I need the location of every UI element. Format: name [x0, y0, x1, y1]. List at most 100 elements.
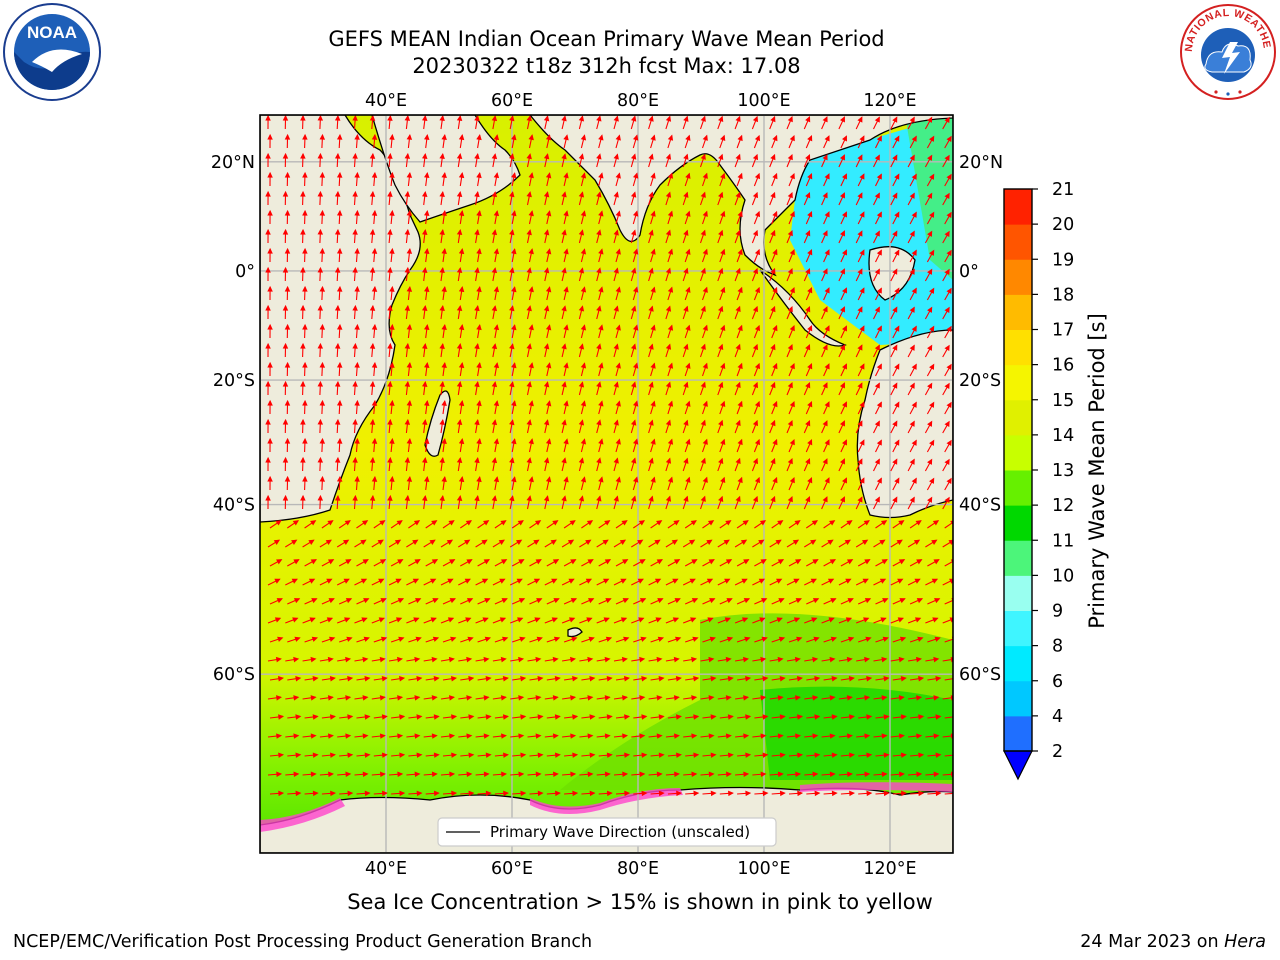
wave-arrow-head — [362, 733, 369, 739]
wave-arrow-head — [656, 520, 663, 526]
wave-arrow-head — [302, 399, 308, 406]
wave-arrow-head — [424, 171, 430, 178]
wave-arrow-head — [545, 400, 552, 407]
wave-arrow-head — [777, 733, 784, 739]
wave-arrow-head — [399, 714, 406, 720]
wave-arrow-head — [543, 381, 550, 388]
wave-arrow-head — [431, 520, 438, 526]
wave-arrow-head — [708, 656, 715, 663]
wave-arrow-head — [789, 324, 795, 332]
wave-arrow-head — [648, 267, 654, 274]
sea-ice-note-text: Sea Ice Concentration > 15% is shown in … — [347, 890, 933, 914]
wave-arrow-head — [362, 656, 369, 663]
wave-arrow-head — [265, 494, 271, 501]
wave-arrow — [944, 716, 953, 719]
wave-arrow-head — [362, 559, 369, 565]
wave-arrow-head — [422, 190, 428, 197]
wave-arrow-head — [474, 457, 480, 464]
wave-arrow-head — [300, 228, 306, 235]
wave-arrow-head — [404, 266, 411, 273]
wave-arrow-head — [933, 695, 940, 701]
wave-arrow-head — [334, 380, 341, 387]
wave-arrow-head — [458, 324, 465, 331]
wave-arrow-head — [352, 190, 358, 197]
legend-label: Primary Wave Direction (unscaled) — [490, 823, 750, 841]
wave-arrow-head — [728, 790, 734, 797]
wave-arrow-head — [829, 656, 836, 663]
wave-arrow-head — [354, 323, 360, 330]
wave-arrow-head — [927, 154, 933, 161]
wave-arrow-head — [387, 456, 393, 463]
wave-arrow-head — [630, 267, 637, 274]
wave-arrow-head — [831, 752, 838, 758]
wave-arrow-head — [319, 247, 326, 254]
wave-arrow-head — [346, 636, 353, 642]
wave-arrow — [944, 560, 953, 567]
wave-arrow-head — [433, 676, 440, 682]
wave-arrow-head — [725, 520, 732, 526]
wave-arrow-head — [526, 267, 532, 274]
wave-arrow-head — [615, 172, 621, 179]
wave-arrow-head — [710, 752, 717, 758]
wave-arrow-head — [371, 399, 378, 406]
colorbar-tick-label: 13 — [1052, 461, 1074, 481]
wave-arrow-head — [466, 695, 473, 701]
wave-arrow-head — [718, 457, 724, 464]
wave-arrow-head — [789, 438, 795, 446]
wave-arrow-head — [894, 477, 900, 484]
wave-arrow-head — [284, 209, 291, 216]
wave-arrow-head — [424, 285, 430, 292]
wave-arrow-head — [787, 343, 793, 351]
wave-arrow-head — [683, 381, 689, 388]
wave-arrow-head — [596, 229, 602, 236]
wave-arrow-head — [946, 363, 952, 371]
wave-arrow-head — [493, 438, 500, 445]
wave-arrow-head — [569, 656, 577, 663]
wave-arrow-head — [362, 695, 369, 701]
wave-arrow-head — [793, 617, 801, 623]
wave-arrow-head — [615, 324, 621, 331]
wave-arrow-head — [439, 152, 445, 160]
wave-arrow-head — [526, 229, 532, 236]
wave-arrow-head — [352, 152, 358, 159]
wave-arrow-head — [883, 790, 890, 797]
wave-arrow-head — [743, 733, 750, 739]
wave-arrow-head — [603, 617, 610, 623]
wave-arrow-head — [845, 578, 852, 584]
wave-arrow-head — [789, 476, 795, 484]
wave-arrow-head — [622, 559, 629, 565]
wave-arrow-head — [787, 305, 793, 313]
arrow-legend: Primary Wave Direction (unscaled) — [437, 817, 777, 847]
wave-arrow-head — [536, 636, 543, 642]
colorbar-tick-label: 6 — [1052, 672, 1063, 692]
wave-arrow-head — [752, 381, 759, 389]
wave-arrow-head — [674, 598, 681, 604]
wave-arrow-head — [563, 248, 569, 255]
wave-arrow-head — [735, 419, 741, 427]
wave-arrow-head — [267, 247, 273, 254]
wave-arrow-head — [633, 248, 639, 255]
wave-arrow-head — [526, 305, 532, 312]
wave-arrow-head — [864, 733, 871, 739]
wave-arrow-head — [491, 267, 498, 274]
wave-arrow-head — [752, 419, 759, 427]
wave-arrow-head — [892, 306, 898, 313]
wave-arrow-head — [422, 266, 428, 273]
date-line: 24 Mar 2023 on Hera — [1080, 932, 1266, 952]
wave-arrow-head — [735, 115, 741, 123]
wave-arrow-head — [613, 381, 619, 388]
wave-arrow-head — [676, 752, 682, 758]
wave-arrow-head — [441, 361, 447, 369]
wave-arrow-head — [466, 733, 473, 739]
wave-arrow-head — [602, 539, 609, 545]
wave-arrow-head — [720, 438, 726, 445]
wave-arrow-head — [414, 695, 421, 701]
wave-arrow-head — [932, 520, 940, 526]
wave-arrow-head — [622, 598, 629, 604]
wave-arrow-head — [929, 401, 935, 408]
wave-arrow-head — [450, 676, 457, 682]
wave-arrow-head — [456, 343, 463, 350]
wave-arrow-head — [683, 495, 689, 502]
wave-arrow — [944, 599, 953, 605]
wave-arrow-head — [482, 617, 489, 623]
